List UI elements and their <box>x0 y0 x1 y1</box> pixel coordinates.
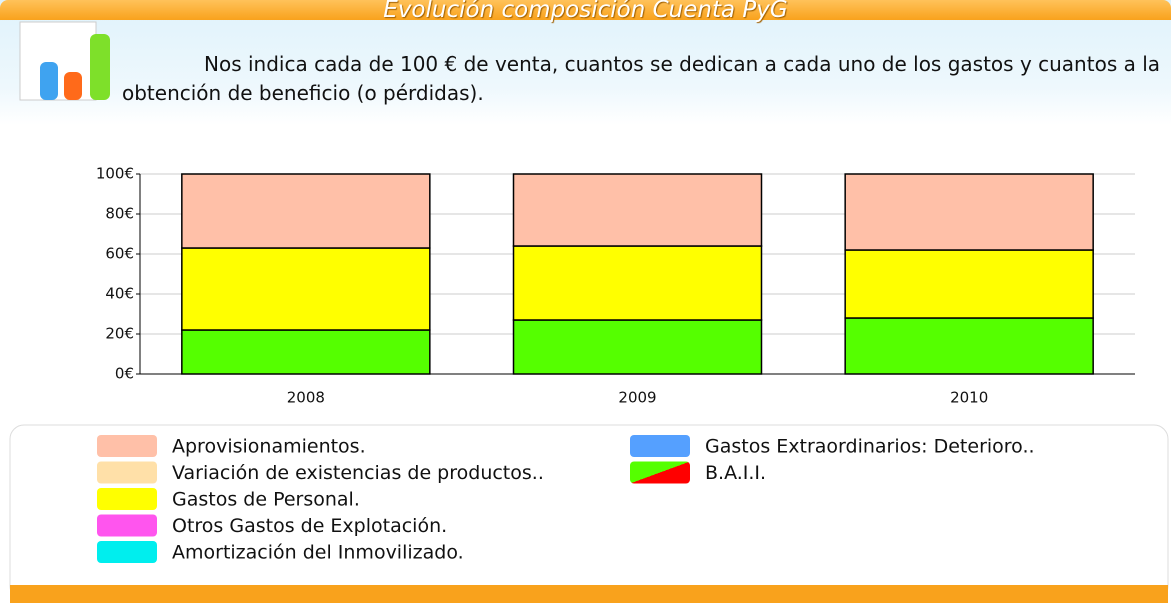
legend-label: B.A.I.I. <box>705 462 766 484</box>
y-tick-label: 40€ <box>105 285 134 303</box>
legend-swatch <box>97 514 157 537</box>
description: Nos indica cada de 100 € de venta, cuant… <box>122 52 1161 105</box>
legend-swatch <box>97 488 157 510</box>
bar-segment <box>844 173 1094 251</box>
footer-strip <box>10 585 1168 603</box>
y-tick-label: 20€ <box>105 325 134 343</box>
y-tick-label: 100€ <box>96 165 134 183</box>
legend-swatch <box>630 461 690 484</box>
bar-segment <box>844 317 1094 375</box>
bar-segment <box>181 173 431 249</box>
x-tick-label: 2010 <box>950 389 988 407</box>
x-tick-label: 2008 <box>287 389 325 407</box>
y-tick-label: 80€ <box>105 205 134 223</box>
header-strip <box>0 0 1171 20</box>
legend-swatch <box>97 541 157 563</box>
y-tick-label: 0€ <box>115 365 134 383</box>
bar-segment <box>181 247 431 331</box>
legend-label: Amortización del Inmovilizado. <box>172 542 464 564</box>
bar-segment <box>512 319 763 375</box>
x-tick-label: 2009 <box>618 389 656 407</box>
icon <box>19 21 110 101</box>
icon-bar <box>90 34 110 100</box>
legend-label: Otros Gastos de Explotación. <box>172 515 447 537</box>
bar-segment <box>512 245 763 321</box>
bar-segment <box>844 249 1094 319</box>
y-tick-label: 60€ <box>105 245 134 263</box>
legend-label: Aprovisionamientos. <box>172 436 366 458</box>
legend-swatch <box>630 435 690 457</box>
bar-segment <box>181 329 431 375</box>
legend-swatch <box>97 435 157 457</box>
bar-segment <box>512 173 763 247</box>
icon-bar <box>40 62 58 100</box>
title: Evolución composición Cuenta PyG <box>383 0 788 23</box>
legend-label: Gastos Extraordinarios: Deterioro.. <box>705 436 1035 458</box>
icon-bar <box>64 72 82 100</box>
legend-label: Gastos de Personal. <box>172 489 360 511</box>
legend-swatch <box>97 461 157 484</box>
legend-label: Variación de existencias de productos.. <box>172 462 544 484</box>
header: Evolución composición Cuenta PyG Nos ind… <box>0 0 1171 125</box>
